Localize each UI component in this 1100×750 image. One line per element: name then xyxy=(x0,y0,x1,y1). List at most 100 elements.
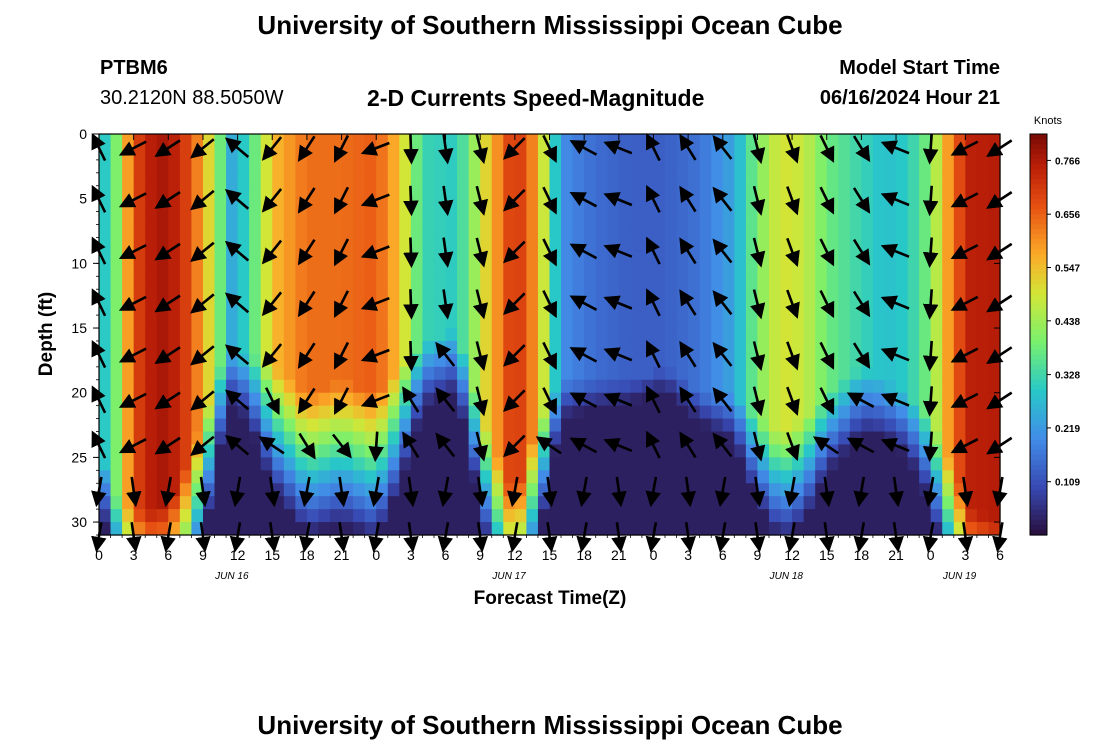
heatmap-cell xyxy=(872,237,886,252)
heatmap-cell xyxy=(757,328,770,342)
heatmap-cell xyxy=(572,444,585,458)
heatmap-cell xyxy=(976,483,990,497)
colorbar-swatch xyxy=(1030,409,1047,416)
current-arrow xyxy=(402,386,420,413)
heatmap-cell xyxy=(780,211,793,226)
heatmap-cell xyxy=(849,328,862,342)
colorbar-swatch xyxy=(1030,134,1047,140)
heatmap-cell xyxy=(942,379,955,394)
heatmap-cell xyxy=(930,418,943,433)
current-arrow xyxy=(154,391,181,410)
heatmap-cell xyxy=(838,496,851,510)
heatmap-cell xyxy=(768,470,782,484)
heatmap-cell xyxy=(457,483,470,497)
heatmap-cell xyxy=(272,172,285,187)
heatmap-cell xyxy=(549,237,562,252)
heatmap-cell xyxy=(422,392,435,407)
heatmap-cell xyxy=(503,470,516,484)
heatmap-cell xyxy=(457,522,470,536)
heatmap-cell xyxy=(896,289,909,303)
heatmap-cell xyxy=(179,457,193,471)
x-tick-label: 0 xyxy=(650,547,658,563)
heatmap-cell xyxy=(514,250,527,264)
heatmap-cell xyxy=(179,340,193,355)
heatmap-cell xyxy=(376,159,389,174)
heatmap-cell xyxy=(318,431,331,446)
heatmap-cell xyxy=(537,509,551,523)
heatmap-cell xyxy=(122,315,135,329)
heatmap-cell xyxy=(792,289,805,303)
heatmap-cell xyxy=(780,457,793,471)
heatmap-cell xyxy=(907,457,920,471)
current-arrow xyxy=(603,437,633,453)
heatmap-cell xyxy=(722,431,735,446)
heatmap-cell xyxy=(803,328,816,342)
heatmap-cell xyxy=(457,509,470,523)
colorbar-swatch xyxy=(1030,304,1047,311)
heatmap-cell xyxy=(768,159,782,174)
heatmap-cell xyxy=(561,483,574,497)
heatmap-cell xyxy=(930,185,943,200)
heatmap-cell xyxy=(838,224,851,239)
heatmap-cell xyxy=(942,366,955,381)
heatmap-cell xyxy=(145,340,158,355)
heatmap-cell xyxy=(214,457,227,471)
heatmap-cell xyxy=(133,470,146,484)
heatmap-cell xyxy=(688,134,701,148)
heatmap-cell xyxy=(491,263,504,277)
current-arrow xyxy=(785,289,800,319)
heatmap-cell xyxy=(214,353,227,368)
heatmap-cell xyxy=(641,263,655,277)
heatmap-cell xyxy=(699,496,712,510)
heatmap-cell xyxy=(988,379,1001,394)
heatmap-cell xyxy=(468,509,481,523)
heatmap-cell xyxy=(249,289,262,303)
x-tick-label: 12 xyxy=(784,547,800,563)
heatmap-cell xyxy=(433,224,447,239)
current-arrow xyxy=(749,476,766,508)
current-arrow xyxy=(750,289,766,320)
heatmap-cell xyxy=(341,379,354,394)
heatmap-cell xyxy=(168,250,181,264)
current-arrow xyxy=(403,237,419,269)
heatmap-cell xyxy=(549,328,562,342)
heatmap-cell xyxy=(249,392,262,407)
heatmap-cell xyxy=(179,211,193,226)
heatmap-cell xyxy=(584,379,597,394)
heatmap-cell xyxy=(422,379,435,394)
colorbar-swatch xyxy=(1030,474,1047,481)
x-tick-label: 3 xyxy=(407,547,415,563)
heatmap-cell xyxy=(734,328,747,342)
heatmap-cell xyxy=(514,224,527,239)
heatmap-cell xyxy=(768,263,782,277)
heatmap-cell xyxy=(665,483,678,497)
heatmap-cell xyxy=(214,379,227,394)
heatmap-cell xyxy=(387,263,400,277)
heatmap-cell xyxy=(734,470,747,484)
current-arrow xyxy=(603,140,633,155)
colorbar-swatch xyxy=(1030,349,1047,356)
heatmap-cell xyxy=(260,340,273,355)
heatmap-cell xyxy=(110,276,123,290)
heatmap-cell xyxy=(468,444,481,458)
heatmap-cell xyxy=(561,315,574,329)
heatmap-cell xyxy=(919,418,932,433)
current-arrow xyxy=(334,387,350,416)
heatmap-cell xyxy=(665,457,678,471)
heatmap-cell xyxy=(341,457,354,471)
heatmap-cell xyxy=(976,237,990,252)
heatmap-cell xyxy=(514,159,527,174)
heatmap-cell xyxy=(306,172,320,187)
heatmap-cell xyxy=(849,470,862,484)
current-arrow xyxy=(603,392,633,408)
heatmap-cell xyxy=(330,211,343,226)
heatmap-cell xyxy=(214,237,227,252)
heatmap-cell xyxy=(884,224,897,239)
heatmap-cell xyxy=(676,224,689,239)
heatmap-cell xyxy=(595,328,608,342)
heatmap-cell xyxy=(711,366,724,381)
x-tick-label: 3 xyxy=(684,547,692,563)
heatmap-cell xyxy=(122,509,135,523)
heatmap-cell xyxy=(249,340,262,355)
